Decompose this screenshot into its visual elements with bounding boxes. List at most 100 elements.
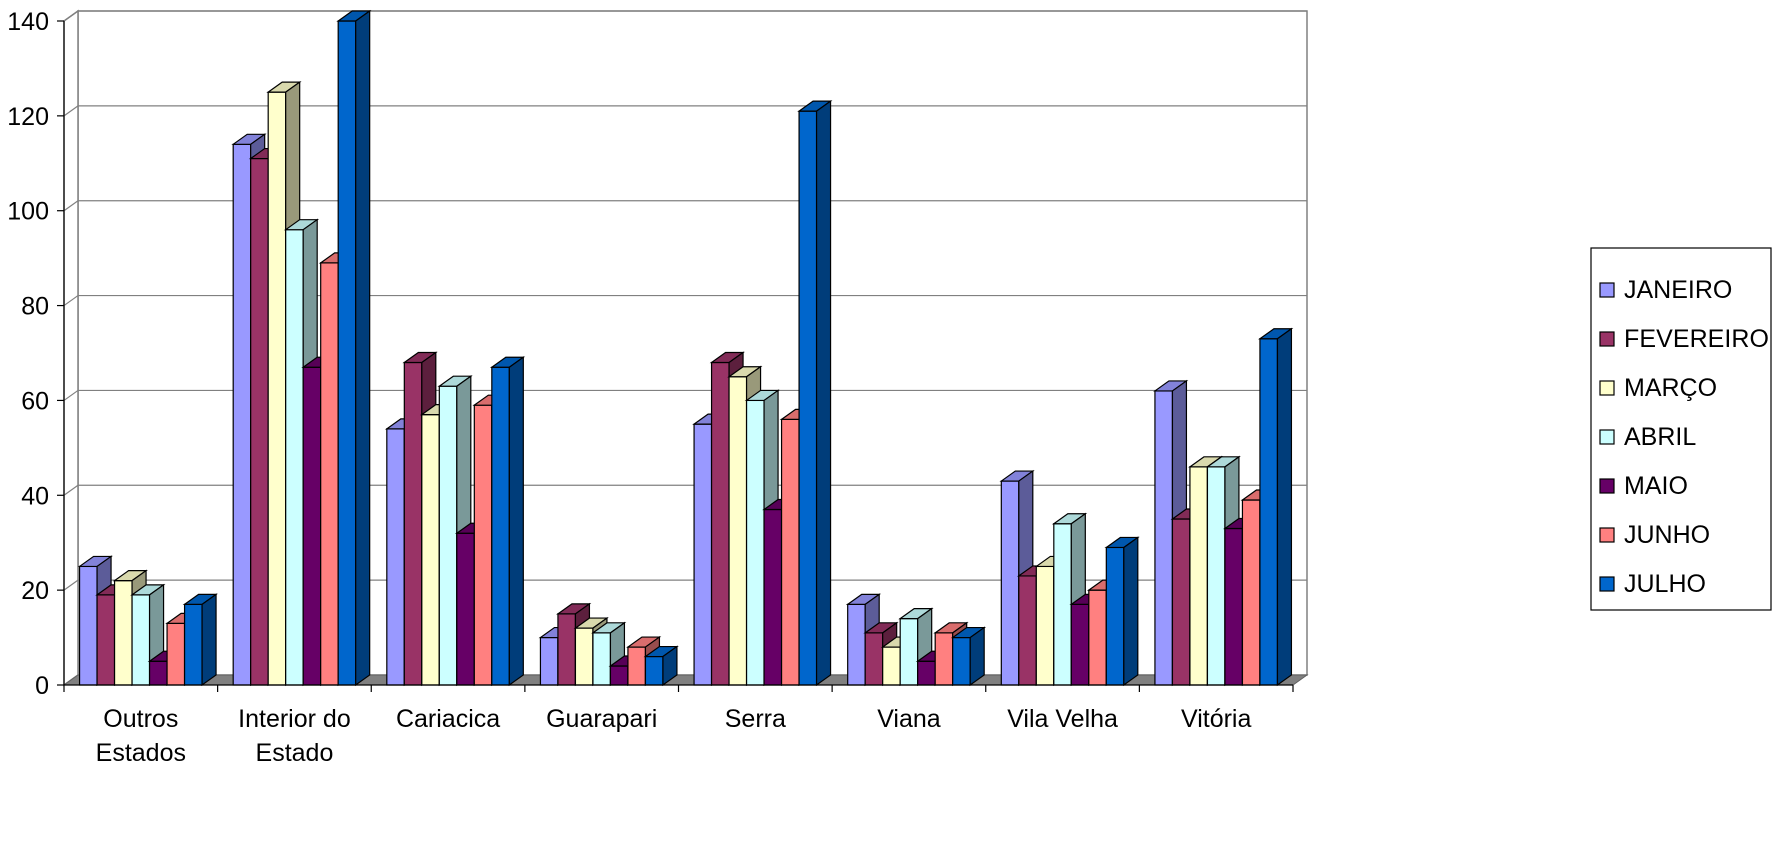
gridline-side bbox=[63, 105, 79, 117]
x-tick-label: Guarapari bbox=[546, 705, 657, 733]
bar-front bbox=[285, 229, 304, 686]
bar-front bbox=[693, 423, 713, 686]
y-tick-label: 40 bbox=[21, 482, 49, 510]
bar-front bbox=[592, 632, 612, 686]
bar-front bbox=[1035, 565, 1055, 686]
legend-swatch bbox=[1599, 380, 1615, 396]
x-tick-label: Vila Velha bbox=[1007, 705, 1118, 733]
bar-front bbox=[148, 660, 168, 686]
bar-front bbox=[627, 646, 647, 686]
legend-label: MAIO bbox=[1624, 472, 1688, 500]
bar-front bbox=[166, 622, 186, 686]
bar-front bbox=[267, 91, 287, 686]
legend-box bbox=[1590, 247, 1772, 611]
legend-swatch bbox=[1599, 331, 1615, 347]
bar-front bbox=[763, 508, 783, 686]
legend-swatch bbox=[1599, 282, 1615, 298]
bar-front bbox=[1070, 603, 1090, 686]
bar-front bbox=[557, 613, 577, 686]
bar-front bbox=[320, 262, 339, 686]
bar-front bbox=[917, 660, 936, 686]
gridline-side bbox=[63, 389, 79, 401]
bar-side bbox=[1123, 536, 1139, 687]
side-wall bbox=[63, 9, 79, 687]
bar-front bbox=[302, 366, 322, 686]
bar-front bbox=[386, 428, 405, 686]
bar-front bbox=[456, 532, 475, 686]
bar-front bbox=[183, 603, 203, 686]
bar-front bbox=[1053, 523, 1072, 686]
bar-side bbox=[815, 99, 832, 687]
bar-front bbox=[1189, 466, 1209, 686]
legend-label: JUNHO bbox=[1624, 521, 1710, 549]
y-tick-label: 80 bbox=[21, 293, 49, 321]
bar bbox=[950, 626, 987, 687]
bar bbox=[643, 645, 679, 687]
bar-front bbox=[232, 143, 252, 686]
bar-side bbox=[201, 593, 217, 687]
bar bbox=[1258, 327, 1294, 687]
bar-front bbox=[131, 594, 151, 686]
gridline-side bbox=[63, 295, 79, 307]
y-tick-label: 140 bbox=[7, 8, 49, 36]
gridline-side bbox=[63, 579, 79, 591]
bars bbox=[77, 9, 1294, 687]
y-tick-label: 120 bbox=[7, 103, 49, 131]
bar-front bbox=[798, 110, 818, 686]
bar-front bbox=[113, 580, 133, 686]
bar-front bbox=[1000, 480, 1020, 686]
bar bbox=[1104, 536, 1140, 687]
bar-side bbox=[355, 9, 371, 687]
bar-front bbox=[609, 665, 629, 686]
bar-front bbox=[745, 399, 765, 686]
y-tick-label: 60 bbox=[21, 387, 49, 415]
bar-front bbox=[438, 385, 458, 686]
bar-front bbox=[1241, 499, 1261, 686]
bar-front bbox=[574, 627, 594, 686]
bar-front bbox=[1171, 518, 1191, 686]
y-tick-label: 100 bbox=[7, 198, 49, 226]
bar-front bbox=[1105, 546, 1125, 686]
bar-front bbox=[1154, 390, 1174, 686]
gridline-side bbox=[63, 484, 79, 496]
bar-front bbox=[491, 366, 510, 686]
legend-swatch bbox=[1599, 576, 1615, 592]
x-tick-label: Cariacica bbox=[396, 705, 500, 733]
bar-front bbox=[899, 617, 919, 686]
legend-swatch bbox=[1599, 527, 1615, 543]
bar-front bbox=[952, 636, 971, 686]
bar-front bbox=[644, 655, 664, 686]
bar-front bbox=[780, 418, 800, 686]
bar bbox=[797, 99, 833, 687]
bar-side bbox=[662, 645, 678, 687]
bar-front bbox=[421, 414, 440, 686]
x-tick-label: Viana bbox=[877, 705, 941, 733]
legend: JANEIRO FEVEREIRO MARÇO ABRIL MAIO JUNHO JULHO bbox=[1590, 247, 1772, 611]
x-tick-label: Vitória bbox=[1181, 705, 1252, 733]
bar-front bbox=[1259, 338, 1279, 686]
y-axis: 0 20 40 60 80 100 120 140 bbox=[7, 8, 65, 700]
x-tick-label: Outros Estados bbox=[96, 705, 186, 767]
x-axis: Outros Estados Interior do Estado Cariacica G… bbox=[63, 684, 1294, 767]
legend-swatch bbox=[1599, 429, 1615, 445]
gridline-side bbox=[63, 10, 79, 22]
bar-side bbox=[1276, 327, 1293, 687]
x-tick-label: Serra bbox=[725, 705, 786, 733]
legend-label: MARÇO bbox=[1624, 374, 1717, 402]
bar-front bbox=[78, 565, 98, 686]
y-tick-label: 20 bbox=[21, 577, 49, 605]
bar-front bbox=[1018, 575, 1037, 686]
gridline-side bbox=[63, 200, 79, 212]
bar-front bbox=[473, 404, 493, 686]
bar-front bbox=[882, 646, 901, 686]
legend-label: FEVEREIRO bbox=[1624, 325, 1769, 353]
bar bbox=[182, 593, 218, 687]
x-tick-label: Interior do Estado bbox=[238, 705, 351, 767]
bar-front bbox=[1224, 527, 1244, 686]
bar-front bbox=[728, 376, 748, 686]
bar-front bbox=[934, 632, 954, 686]
bar-front bbox=[403, 361, 423, 686]
y-tick-label: 0 bbox=[35, 672, 49, 700]
legend-swatch bbox=[1599, 478, 1615, 494]
